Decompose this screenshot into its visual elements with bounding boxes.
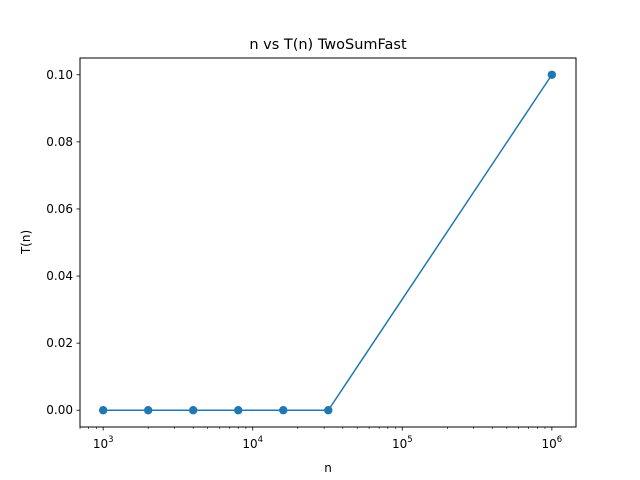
x-tick-label: 104 — [242, 435, 263, 451]
x-tick-base: 10 — [242, 437, 257, 451]
data-point — [189, 406, 198, 415]
x-tick-base: 10 — [392, 437, 407, 451]
x-axis-label: n — [324, 461, 332, 475]
data-point — [279, 406, 288, 415]
y-tick-label: 0.04 — [46, 269, 73, 283]
y-tick-label: 0.06 — [46, 202, 73, 216]
data-point — [234, 406, 243, 415]
x-tick-base: 10 — [542, 437, 557, 451]
data-point — [324, 406, 333, 415]
x-tick-label: 103 — [93, 435, 114, 451]
x-tick-exponent: 6 — [557, 435, 562, 445]
x-tick-label: 105 — [392, 435, 413, 451]
data-point — [547, 70, 557, 79]
y-tick-label: 0.02 — [46, 336, 73, 350]
x-tick-exponent: 4 — [258, 435, 263, 445]
y-tick-label: 0.08 — [46, 135, 73, 149]
data-point — [143, 406, 153, 415]
x-tick-base: 10 — [93, 437, 108, 451]
x-tick-exponent: 3 — [108, 435, 113, 445]
y-tick-label: 0.10 — [46, 68, 73, 82]
x-tick-label: 106 — [542, 435, 563, 451]
y-tick-label: 0.00 — [46, 403, 73, 417]
data-point — [98, 406, 108, 415]
chart-title: n vs T(n) TwoSumFast — [249, 37, 407, 53]
plot-frame — [79, 57, 577, 428]
y-axis-label: T(n) — [19, 230, 33, 255]
x-tick-exponent: 5 — [407, 435, 412, 445]
